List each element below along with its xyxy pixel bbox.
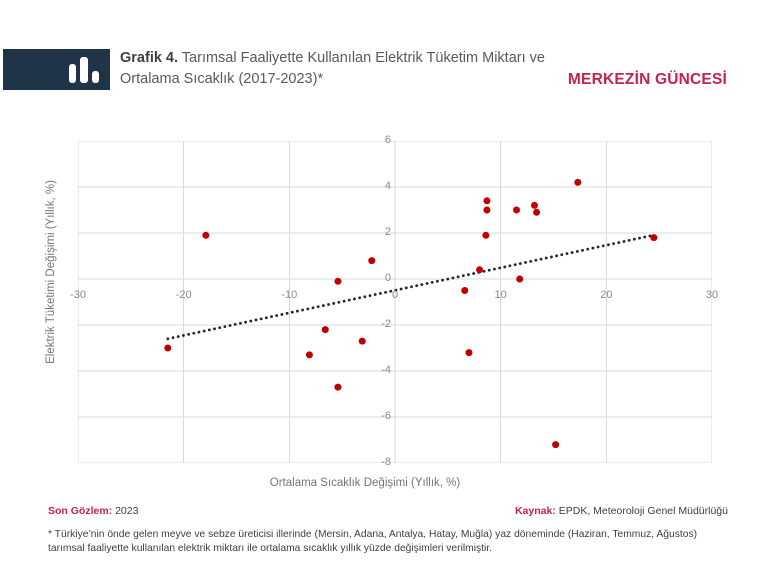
data-point: [358, 337, 366, 345]
data-point: [202, 231, 210, 239]
header-logo: [3, 49, 110, 90]
chart-title-number: Grafik 4.: [120, 50, 179, 66]
y-tick-label: -6: [381, 410, 391, 422]
scatter-plot: [78, 141, 712, 463]
data-point: [574, 178, 582, 186]
y-tick-label: 6: [384, 134, 391, 146]
x-tick-label: 20: [600, 289, 613, 301]
chart-title-text: Tarımsal Faaliyette Kullanılan Elektrik …: [120, 50, 545, 87]
data-point: [552, 441, 560, 449]
source-label: Kaynak:: [514, 505, 556, 517]
x-tick-label: 30: [705, 289, 719, 301]
bar-chart-icon-bar: [69, 64, 76, 83]
footnote: * Türkiye’nin önde gelen meyve ve sebze …: [48, 529, 698, 554]
publication-brand: MERKEZİN GÜNCESİ: [567, 71, 727, 88]
x-tick-label: -20: [175, 289, 192, 301]
data-point: [461, 287, 469, 294]
y-tick-label: -8: [381, 456, 391, 468]
last-observation: Son Gözlem: 2023: [48, 505, 138, 517]
last-observation-value: 2023: [115, 505, 139, 517]
data-point: [516, 275, 524, 283]
data-point: [476, 266, 484, 274]
last-observation-label: Son Gözlem:: [48, 505, 113, 517]
data-point: [650, 234, 658, 242]
y-tick-label: -4: [381, 364, 391, 376]
trend-line: [166, 233, 655, 341]
x-axis-title: Ortalama Sıcaklık Değişimi (Yıllık, %): [269, 477, 461, 489]
y-tick-label: 0: [384, 272, 391, 284]
data-point: [533, 208, 541, 216]
y-tick-label: 4: [384, 180, 391, 192]
data-point: [164, 344, 172, 352]
x-tick-label: -10: [281, 289, 298, 301]
data-point: [465, 349, 473, 357]
data-point: [483, 206, 491, 214]
chart-title: Grafik 4. Tarımsal Faaliyette Kullanılan…: [120, 48, 554, 90]
data-point: [530, 201, 538, 209]
data-point: [321, 326, 329, 334]
data-point: [483, 197, 491, 205]
y-tick-label: 2: [384, 226, 391, 238]
data-point: [334, 277, 342, 285]
source-value: EPDK, Meteoroloji Genel Müdürlüğü: [558, 505, 728, 517]
data-point: [513, 206, 521, 214]
y-tick-label: -2: [381, 318, 391, 330]
data-point: [482, 231, 490, 239]
x-tick-label: 10: [494, 289, 507, 301]
x-tick-label: -30: [70, 289, 86, 301]
bar-chart-icon: [69, 57, 99, 83]
bar-chart-icon-bar: [80, 57, 88, 83]
data-point: [305, 351, 313, 359]
x-tick-label: 0: [391, 289, 399, 301]
source-line: Kaynak: EPDK, Meteoroloji Genel Müdürlüğ…: [515, 505, 728, 517]
data-point: [334, 383, 342, 391]
bar-chart-icon-bar: [92, 71, 99, 83]
data-point: [368, 257, 376, 265]
